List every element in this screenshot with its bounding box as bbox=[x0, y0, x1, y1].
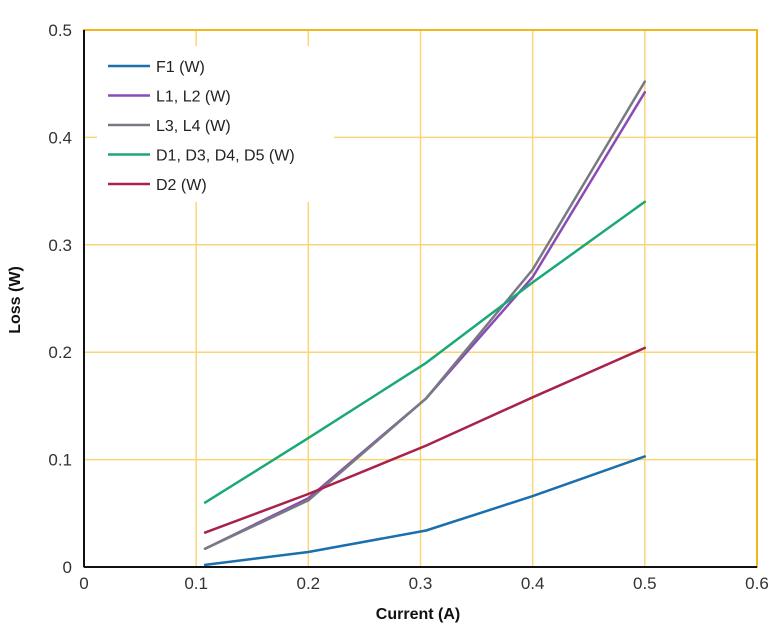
x-tick-label: 0.6 bbox=[745, 574, 769, 593]
y-tick-label: 0.3 bbox=[48, 236, 72, 255]
legend-label-1: F1 (W) bbox=[156, 59, 205, 76]
y-tick-label: 0.5 bbox=[48, 21, 72, 40]
x-tick-label: 0 bbox=[79, 574, 88, 593]
y-tick-label: 0.1 bbox=[48, 451, 72, 470]
x-tick-label: 0.5 bbox=[633, 574, 657, 593]
series-line-1 bbox=[203, 455, 647, 567]
series-line-5 bbox=[203, 346, 647, 534]
x-tick-label: 0.4 bbox=[521, 574, 545, 593]
plot-frame bbox=[83, 29, 758, 568]
y-tick-label: 0.4 bbox=[48, 128, 72, 147]
legend-label-2: L1, L2 (W) bbox=[156, 89, 231, 106]
tick-labels: 0 0.1 0.2 0.3 0.4 0.5 0.6 0 0.1 0.2 0.3 0.4 0.5 bbox=[48, 21, 768, 593]
series-layer bbox=[203, 80, 647, 567]
y-axis-title: Loss (W) bbox=[7, 266, 24, 334]
series-line-3 bbox=[203, 80, 647, 550]
x-axis-title: Current (A) bbox=[376, 606, 460, 623]
x-tick-label: 0.3 bbox=[409, 574, 433, 593]
series-line-4 bbox=[203, 200, 647, 504]
y-tick-label: 0 bbox=[63, 558, 72, 577]
legend-label-3: L3, L4 (W) bbox=[156, 118, 231, 135]
x-tick-label: 0.1 bbox=[184, 574, 208, 593]
legend-label-5: D2 (W) bbox=[156, 177, 207, 194]
legend-label-4: D1, D3, D4, D5 (W) bbox=[156, 148, 295, 165]
legend: F1 (W) L1, L2 (W) L3, L4 (W) D1, D3, D4, D5… bbox=[108, 59, 295, 194]
x-tick-label: 0.2 bbox=[297, 574, 321, 593]
y-tick-label: 0.2 bbox=[48, 343, 72, 362]
